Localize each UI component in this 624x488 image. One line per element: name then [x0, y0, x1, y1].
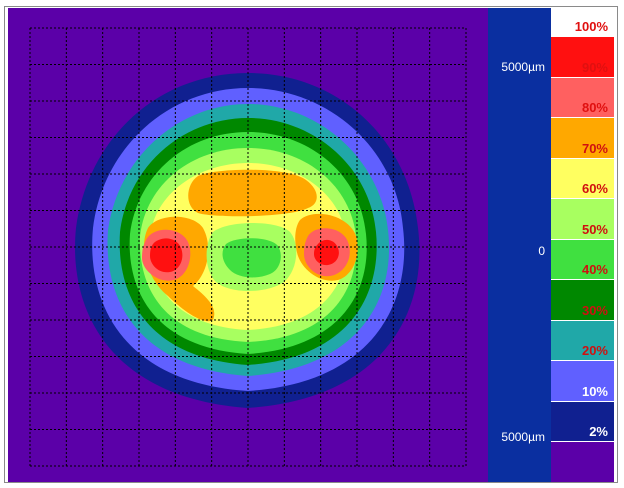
contour-70pct-top [188, 169, 317, 217]
legend-band-label: 90% [581, 59, 608, 75]
legend-band [551, 441, 614, 482]
axis-label-bottom: 5000µm [501, 430, 545, 444]
legend-top-cell: 100% [551, 8, 614, 36]
axis-label-center: 0 [538, 244, 545, 258]
scale-strip: 5000µm 0 5000µm [488, 8, 551, 482]
legend-band-label: 20% [581, 343, 608, 359]
legend-band-label: 80% [581, 100, 608, 116]
legend-band: 50% [551, 198, 614, 239]
intensity-map [8, 8, 488, 482]
grid-lines [29, 27, 467, 467]
contour-plot [29, 27, 467, 467]
legend-label-100: 100% [574, 19, 608, 34]
legend-band-label: 40% [581, 262, 608, 278]
legend-band: 80% [551, 76, 614, 118]
legend-band: 2% [551, 400, 614, 442]
legend-band: 40% [551, 238, 614, 280]
window-frame [4, 6, 618, 483]
legend-band-label: 2% [589, 424, 608, 440]
legend-band: 10% [551, 360, 614, 401]
legend-band: 90% [551, 36, 614, 77]
legend-band: 60% [551, 157, 614, 199]
axis-label-top: 5000µm [501, 60, 545, 74]
contour-40pct-center [222, 238, 281, 278]
legend-band: 30% [551, 279, 614, 320]
legend-band: 20% [551, 319, 614, 361]
contour-90pct-right [314, 239, 339, 266]
legend-band-label: 70% [581, 140, 608, 156]
legend-band-label: 60% [581, 181, 608, 197]
color-legend: 100% 90% 80% 70% 60% 50% 40% 30% 20% 10% 2% [551, 8, 614, 482]
legend-band: 70% [551, 117, 614, 158]
legend-band-label: 50% [581, 221, 608, 237]
legend-band-label: 30% [581, 302, 608, 318]
legend-band-label: 10% [581, 383, 608, 399]
